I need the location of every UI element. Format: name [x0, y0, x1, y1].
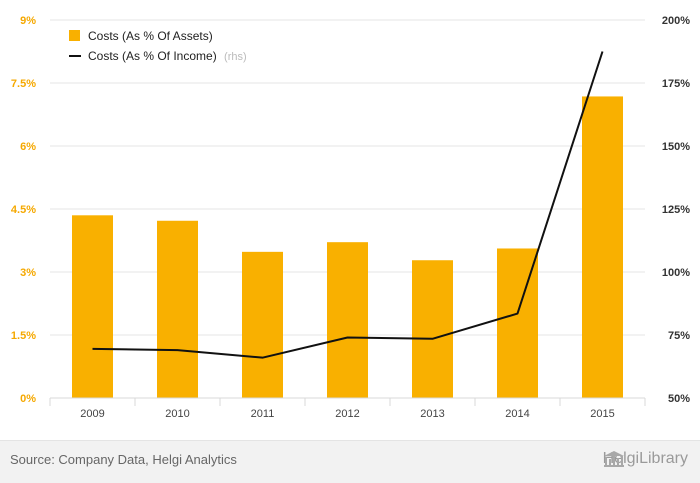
legend-swatch-assets	[69, 30, 80, 41]
x-tick-label: 2013	[420, 408, 444, 420]
legend-rhs-note: (rhs)	[224, 51, 247, 63]
library-building-icon	[603, 451, 624, 467]
axes-layer: 0% 1.5% 3% 4.5% 6% 7.5% 9% 50% 75% 100% 125% 150% 17…	[11, 15, 690, 420]
x-tick-label: 2010	[165, 408, 189, 420]
x-tick-label: 2009	[80, 408, 104, 420]
legend: Costs (As % Of Assets) Costs (As % Of In…	[69, 29, 247, 63]
bars-layer	[72, 96, 623, 398]
x-tick-label: 2012	[335, 408, 359, 420]
y-right-tick-label: 100%	[662, 267, 690, 279]
x-tick-label: 2014	[505, 408, 529, 420]
bar	[242, 251, 283, 398]
y-left-tick-label: 3%	[20, 267, 36, 279]
brand-logo[interactable]: HelgiLibrary	[603, 450, 688, 468]
y-right-tick-label: 125%	[662, 204, 690, 216]
legend-label-income-text: Costs (As % Of Income)	[88, 49, 217, 63]
x-tick-label: 2015	[590, 408, 614, 420]
bar	[157, 220, 198, 398]
y-left-tick-label: 7.5%	[11, 78, 36, 90]
y-left-tick-label: 9%	[20, 15, 36, 27]
bar	[582, 96, 623, 398]
chart-svg: 0% 1.5% 3% 4.5% 6% 7.5% 9% 50% 75% 100% 125% 150% 17…	[11, 15, 690, 420]
y-left-tick-label: 4.5%	[11, 204, 36, 216]
y-right-tick-label: 75%	[668, 330, 690, 342]
legend-label-assets: Costs (As % Of Assets)	[88, 29, 213, 43]
legend-label-income: Costs (As % Of Income) (rhs)	[88, 49, 247, 63]
y-right-tick-label: 50%	[668, 393, 690, 405]
y-right-tick-label: 150%	[662, 141, 690, 153]
y-right-tick-label: 200%	[662, 15, 690, 27]
bar	[72, 215, 113, 398]
brand-name: HelgiLibrary	[602, 450, 688, 467]
bar	[412, 260, 453, 398]
source-text: Source: Company Data, Helgi Analytics	[10, 452, 237, 467]
y-right-tick-label: 175%	[662, 78, 690, 90]
y-left-tick-label: 1.5%	[11, 330, 36, 342]
x-tick-label: 2011	[251, 408, 275, 420]
y-left-tick-label: 6%	[20, 141, 36, 153]
line-layer	[92, 51, 604, 359]
grid-layer	[50, 19, 645, 336]
bar	[327, 242, 368, 398]
income-ratio-line	[92, 51, 604, 359]
y-left-tick-label: 0%	[20, 393, 36, 405]
footer: Source: Company Data, Helgi Analytics He…	[0, 440, 700, 483]
